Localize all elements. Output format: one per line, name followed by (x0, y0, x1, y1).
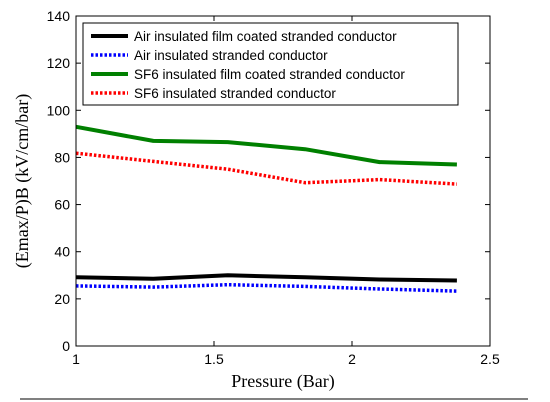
y-tick-label: 20 (54, 291, 70, 307)
x-tick-label: 1 (72, 351, 80, 367)
plot-frame (75, 15, 491, 347)
y-tick-label: 60 (54, 197, 70, 213)
x-tick-label: 1.5 (204, 351, 224, 367)
series-line-4 (75, 151, 458, 186)
legend-label-1: Air insulated film coated stranded condu… (134, 29, 397, 44)
legend-label-2: Air insulated stranded conductor (134, 48, 328, 63)
x-tick-label: 2 (348, 351, 356, 367)
series-layer (75, 124, 458, 293)
x-tick-label: 2.5 (480, 351, 500, 367)
legend-box (82, 22, 459, 106)
y-tick-label: 120 (47, 55, 71, 71)
x-axis-title: Pressure (Bar) (231, 371, 334, 392)
y-tick-label: 0 (62, 338, 70, 354)
y-tick-label: 80 (54, 149, 70, 165)
series-line-3 (75, 124, 457, 167)
y-tick-label: 40 (54, 244, 70, 260)
series-line-1 (75, 273, 457, 283)
ticks-layer: 1 1.5 2 2.5 0 20 40 60 80 100 120 140 (47, 8, 500, 367)
y-tick-label: 100 (47, 102, 71, 118)
legend: Air insulated film coated stranded condu… (82, 22, 459, 106)
legend-label-3: SF6 insulated film coated stranded condu… (134, 67, 405, 82)
y-tick-label: 140 (47, 8, 71, 24)
legend-label-4: SF6 insulated stranded conductor (134, 86, 336, 101)
series-line-2 (75, 282, 457, 293)
y-axis-title: (Emax/P)B (kV/cm/bar) (12, 94, 33, 268)
